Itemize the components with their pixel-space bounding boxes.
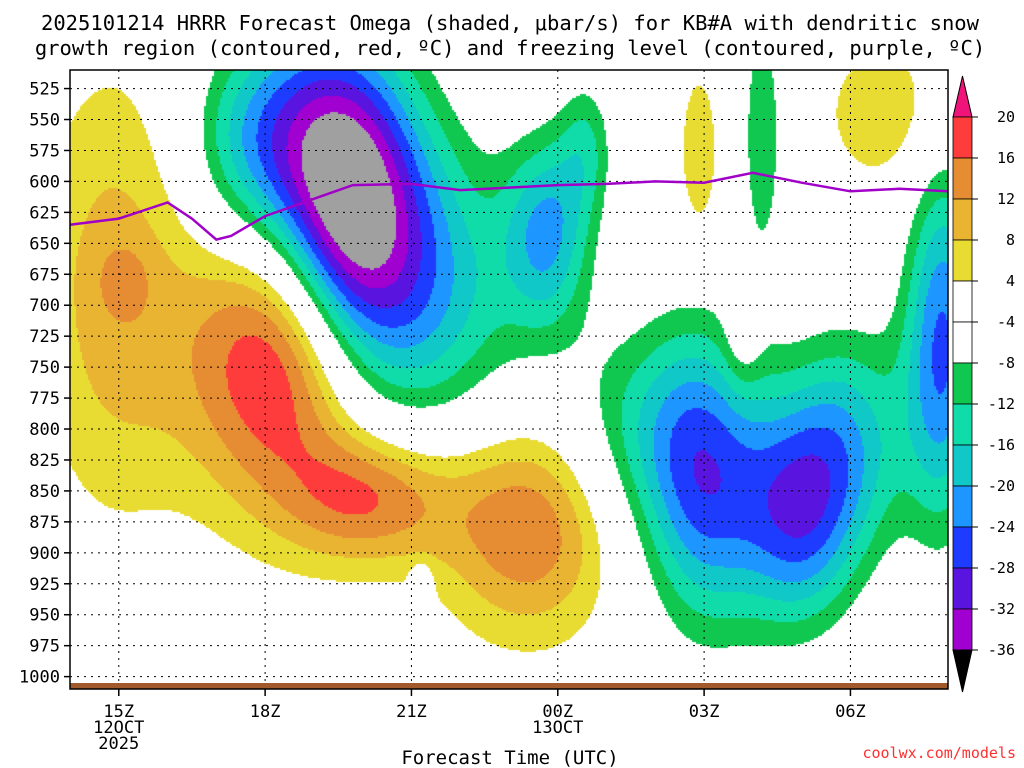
colorbar-tick-label: -20 xyxy=(988,477,1015,495)
ground-strip xyxy=(70,683,948,689)
colorbar-segment xyxy=(952,526,973,569)
colorbar-segment xyxy=(952,403,973,446)
colorbar-tick-label: 12 xyxy=(997,190,1015,208)
chart-title-line-2: growth region (contoured, red, ºC) and f… xyxy=(35,36,985,60)
plot-area xyxy=(69,69,949,690)
colorbar-tick-label: 20 xyxy=(997,108,1015,126)
chart-title-line-1: 2025101214 HRRR Forecast Omega (shaded, … xyxy=(41,11,980,35)
colorbar-under-triangle xyxy=(952,649,973,693)
y-tick-label: 900 xyxy=(29,544,60,564)
colorbar-tick-label: 8 xyxy=(1006,231,1015,249)
colorbar-tick-label: -12 xyxy=(988,395,1015,413)
colorbar-tick-label: -32 xyxy=(988,600,1015,618)
y-tick-label: 700 xyxy=(29,296,60,316)
colorbar-segment xyxy=(952,321,973,364)
colorbar-segment xyxy=(952,362,973,405)
colorbar-tick-label: -8 xyxy=(997,354,1015,372)
x-tick-label: 12OCT xyxy=(93,718,144,738)
x-tick-label: 15Z xyxy=(103,702,134,722)
colorbar-segment xyxy=(952,239,973,282)
freezing-level-line xyxy=(69,171,949,241)
colorbar-tick-label: -36 xyxy=(988,641,1015,659)
x-tick-label: 21Z xyxy=(396,702,427,722)
colorbar-segment xyxy=(952,444,973,487)
colorbar: 20 16 12 8 4 -4 -8 -12 -16 -20 -24 -28 -32 -36 xyxy=(952,75,1015,693)
y-tick-label: 750 xyxy=(29,358,60,378)
y-tick-label: 975 xyxy=(29,637,60,657)
x-tick-label: 06Z xyxy=(835,702,866,722)
y-tick-label: 550 xyxy=(29,111,60,131)
y-tick-label: 1000 xyxy=(19,668,60,688)
colorbar-tick-label: -24 xyxy=(988,518,1015,536)
gridlines xyxy=(70,70,948,689)
x-tick-label: 18Z xyxy=(250,702,281,722)
colorbar-tick-label: -28 xyxy=(988,559,1015,577)
colorbar-segment xyxy=(952,280,973,323)
colorbar-segment xyxy=(952,485,973,528)
y-tick-label: 650 xyxy=(29,234,60,254)
y-tick-label: 675 xyxy=(29,265,60,285)
y-tick-label: 800 xyxy=(29,420,60,440)
x-tick-label: 2025 xyxy=(98,734,139,754)
colorbar-segment xyxy=(952,198,973,241)
x-tick-label: 13OCT xyxy=(532,718,583,738)
freezing-level-layer xyxy=(69,171,949,241)
y-tick-label: 725 xyxy=(29,327,60,347)
x-axis-label: Forecast Time (UTC) xyxy=(401,747,618,768)
y-tick-label: 925 xyxy=(29,575,60,595)
y-tick-label: 850 xyxy=(29,482,60,502)
y-tick-label: 950 xyxy=(29,606,60,626)
colorbar-segment xyxy=(952,116,973,159)
colorbar-tick-label: 4 xyxy=(1006,272,1015,290)
colorbar-segment xyxy=(952,157,973,200)
y-axis: 525 550 575 600 625 650 675 700 725 750 775 800 825 8… xyxy=(19,80,70,688)
colorbar-tick-label: -4 xyxy=(997,313,1015,331)
y-tick-label: 625 xyxy=(29,203,60,223)
y-tick-label: 575 xyxy=(29,141,60,161)
y-tick-label: 525 xyxy=(29,80,60,100)
x-tick-label: 00Z xyxy=(542,702,573,722)
y-tick-label: 875 xyxy=(29,513,60,533)
credit-link[interactable]: coolwx.com/models xyxy=(862,744,1016,762)
y-tick-label: 600 xyxy=(29,172,60,192)
colorbar-over-triangle xyxy=(952,75,973,118)
colorbar-segment xyxy=(952,567,973,610)
y-tick-label: 775 xyxy=(29,389,60,409)
colorbar-segment xyxy=(952,608,973,651)
x-tick-label: 03Z xyxy=(689,702,720,722)
omega-shaded-field xyxy=(70,70,948,689)
colorbar-tick-label: -16 xyxy=(988,436,1015,454)
plot-frame xyxy=(69,69,949,690)
y-tick-label: 825 xyxy=(29,451,60,471)
colorbar-tick-label: 16 xyxy=(997,149,1015,167)
